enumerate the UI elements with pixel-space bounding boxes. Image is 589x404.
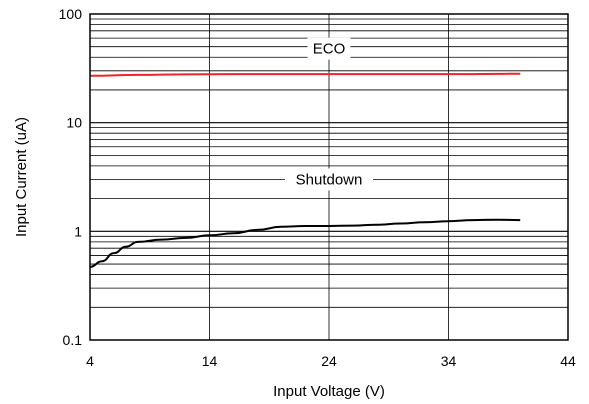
series-line-eco [89,72,521,77]
x-tick-label: 34 [441,353,457,369]
y-tick-label: 100 [59,6,83,22]
series-label-bg [307,37,351,60]
grid [90,14,568,340]
x-tick-label: 4 [86,353,94,369]
x-tick-label: 14 [202,353,218,369]
x-tick-label: 24 [321,353,337,369]
x-tick-label: 44 [560,353,576,369]
y-tick-label: 1 [74,223,82,239]
x-axis-label: Input Voltage (V) [273,383,385,400]
y-axis-label: Input Current (uA) [13,117,30,237]
series-label-shutdown: Shutdown [296,171,363,188]
series-label-bg [285,168,373,191]
tick-labels: 4 14 24 34 44 0.1 1 10 100 [59,6,576,369]
series-group [89,72,521,268]
series-labels: ECO Shutdown [285,37,373,191]
y-tick-label: 0.1 [63,332,83,348]
plot-frame [89,13,569,341]
series-label-eco: ECO [313,41,346,58]
y-tick-label: 10 [66,115,82,131]
series-line-shutdown [89,218,521,268]
